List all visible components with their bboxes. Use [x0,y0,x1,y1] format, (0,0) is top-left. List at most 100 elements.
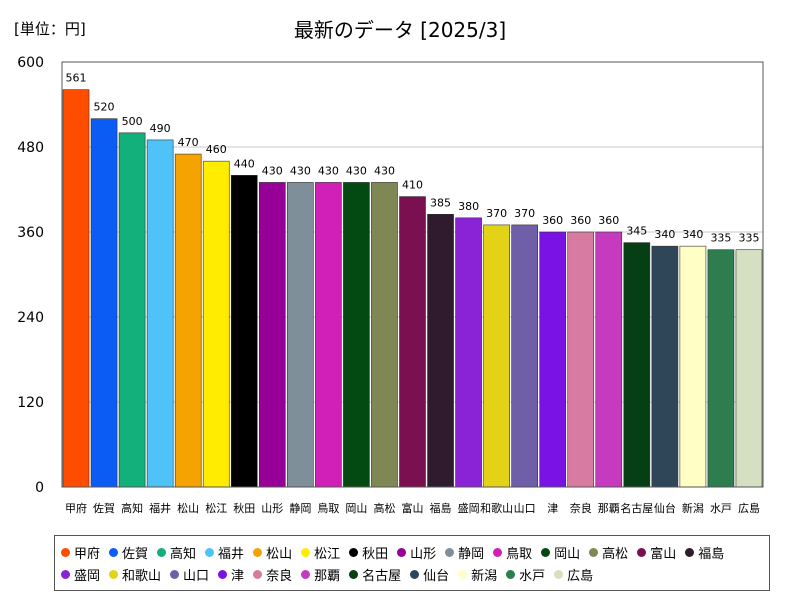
legend-item: 松山 [253,541,292,563]
data-label: 340 [654,228,675,241]
bar-chart: 0 120 240 360 480 600 561 520 500 490 470 460 440 43… [17,55,764,515]
bar-秋田 [230,175,258,488]
bar-那覇 [595,231,623,488]
x-tick-label: 岡山 [345,502,367,515]
data-label: 430 [290,164,311,177]
legend-label: 福井 [218,546,245,562]
bar-静岡 [287,182,314,488]
bar-富山 [399,196,426,488]
data-label: 360 [542,214,563,227]
legend-swatch [218,569,228,579]
legend-label: 山口 [183,568,210,584]
legend-label: 和歌山 [122,568,162,584]
legend-item: 佐賀 [109,541,148,563]
legend-swatch [685,547,695,557]
bars [62,89,763,488]
legend-item: 甲府 [61,541,100,563]
bar-鳥取 [315,182,342,488]
legend-swatch [589,547,599,557]
x-tick-label: 和歌山 [480,501,513,515]
bar-和歌山 [483,224,510,488]
y-tick-label: 480 [17,140,44,156]
legend-label: 奈良 [266,568,293,584]
legend-label: 津 [231,568,245,584]
data-label: 561 [66,72,87,85]
legend-item: 広島 [554,563,593,585]
y-tick-label: 0 [35,480,44,496]
legend-label: 高松 [602,546,629,562]
x-tick-label: 広島 [738,501,760,515]
bar-佐賀 [90,118,118,488]
x-tick-label: 新潟 [682,501,704,515]
bar-新潟 [679,245,707,488]
legend-swatch [109,547,119,557]
x-tick-label: 松江 [205,501,227,515]
legend-swatch [253,569,263,579]
x-tick-label: 鳥取 [317,501,339,515]
data-label: 370 [486,207,507,220]
x-tick-label: 佐賀 [93,501,115,515]
bar-広島 [735,249,763,488]
bar-山形 [258,182,286,488]
legend-swatch [397,547,407,557]
data-label: 430 [318,164,339,177]
y-tick-label: 360 [17,225,44,241]
legend-item: 新潟 [458,563,497,585]
y-axis: 0 120 240 360 480 600 [17,55,44,496]
legend-item: 静岡 [445,541,484,563]
legend-item: 仙台 [410,563,449,585]
bar-高松 [371,182,398,488]
legend-label: 佐賀 [122,546,149,562]
legend-swatch [541,547,551,557]
legend-label: 那覇 [314,568,341,584]
y-tick-label: 240 [17,310,44,326]
legend-label: 高知 [170,546,197,562]
data-label: 335 [738,232,759,245]
x-tick-label: 福島 [430,501,452,515]
data-label: 460 [206,143,227,156]
legend-label: 名古屋 [362,568,402,584]
bar-奈良 [567,231,595,488]
legend-swatch [458,569,468,579]
legend-item: 奈良 [253,563,292,585]
legend-item: 水戸 [506,563,545,585]
x-tick-label: 盛岡 [458,501,480,515]
legend-item: 高知 [157,541,196,563]
legend-item: 松江 [301,541,340,563]
legend-swatch [554,569,564,579]
y-tick-label: 120 [17,395,44,411]
x-tick-label: 秋田 [233,501,255,515]
legend-swatch [493,547,503,557]
category-labels: 甲府 佐賀 高知 福井 松山 松江 秋田 山形 静岡 鳥取 岡山 高松 富山 福島 盛岡 和歌山 山口津奈良 那覇… [65,501,760,515]
legend-swatch [349,547,359,557]
data-label: 385 [430,196,451,209]
bar-山口 [511,224,538,488]
x-tick-label: 福井 [149,501,171,515]
legend-label: 岡山 [554,546,581,562]
bar-水戸 [707,249,735,488]
data-label: 360 [598,214,619,227]
legend-label: 静岡 [458,546,485,562]
legend-label: 広島 [567,568,594,584]
data-label: 345 [626,225,647,238]
data-label: 500 [122,115,143,128]
bar-福井 [146,139,174,488]
legend-item: 秋田 [349,541,388,563]
legend-item: 福島 [685,541,724,563]
legend-item: 那覇 [301,563,340,585]
legend-item: 鳥取 [493,541,532,563]
x-tick-label: 高知 [121,501,143,515]
legend-item: 福井 [205,541,244,563]
legend-swatch [349,569,359,579]
x-tick-label: 那覇 [598,502,620,515]
legend-label: 盛岡 [74,568,101,584]
legend-item: 岡山 [541,541,580,563]
legend-swatch [637,547,647,557]
data-label: 470 [178,136,199,149]
data-label: 370 [514,207,535,220]
legend-swatch [301,569,311,579]
legend-swatch [157,547,167,557]
y-tick-label: 600 [17,55,44,71]
bar-松山 [174,153,202,488]
x-tick-label: 山形 [261,502,283,515]
